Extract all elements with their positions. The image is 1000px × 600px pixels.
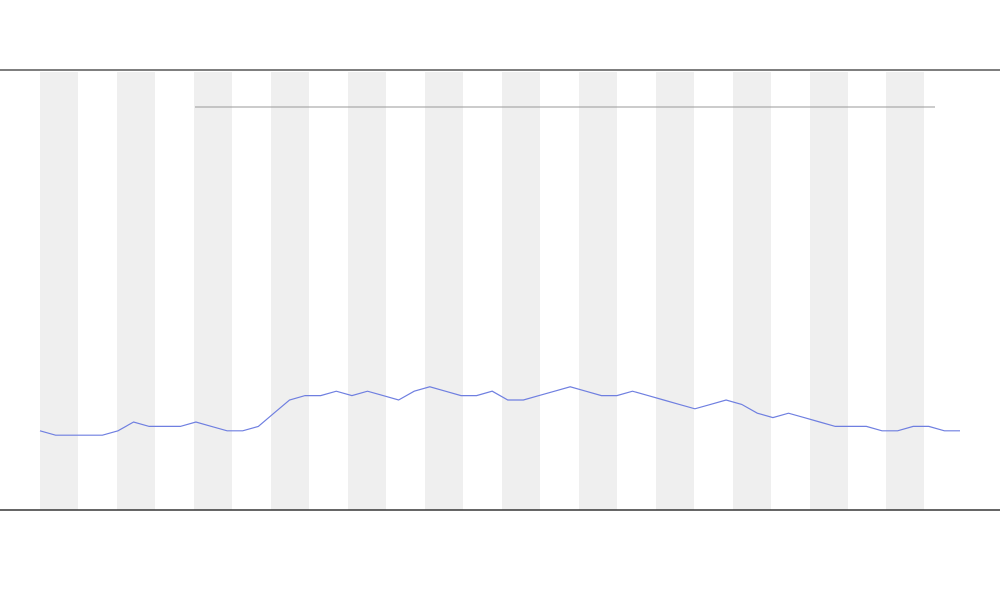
band <box>733 72 771 510</box>
band <box>656 72 694 510</box>
band <box>502 72 540 510</box>
shading-bands <box>40 72 924 510</box>
band <box>886 72 924 510</box>
band <box>810 72 848 510</box>
band <box>425 72 463 510</box>
band <box>117 72 155 510</box>
band <box>40 72 78 510</box>
band <box>271 72 309 510</box>
band <box>579 72 617 510</box>
band <box>194 72 232 510</box>
data-line <box>39 386 960 436</box>
band <box>348 72 386 510</box>
